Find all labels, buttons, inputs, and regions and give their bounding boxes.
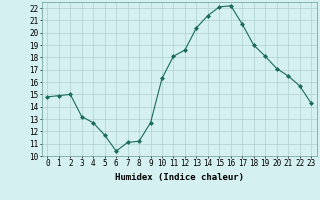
X-axis label: Humidex (Indice chaleur): Humidex (Indice chaleur) <box>115 173 244 182</box>
